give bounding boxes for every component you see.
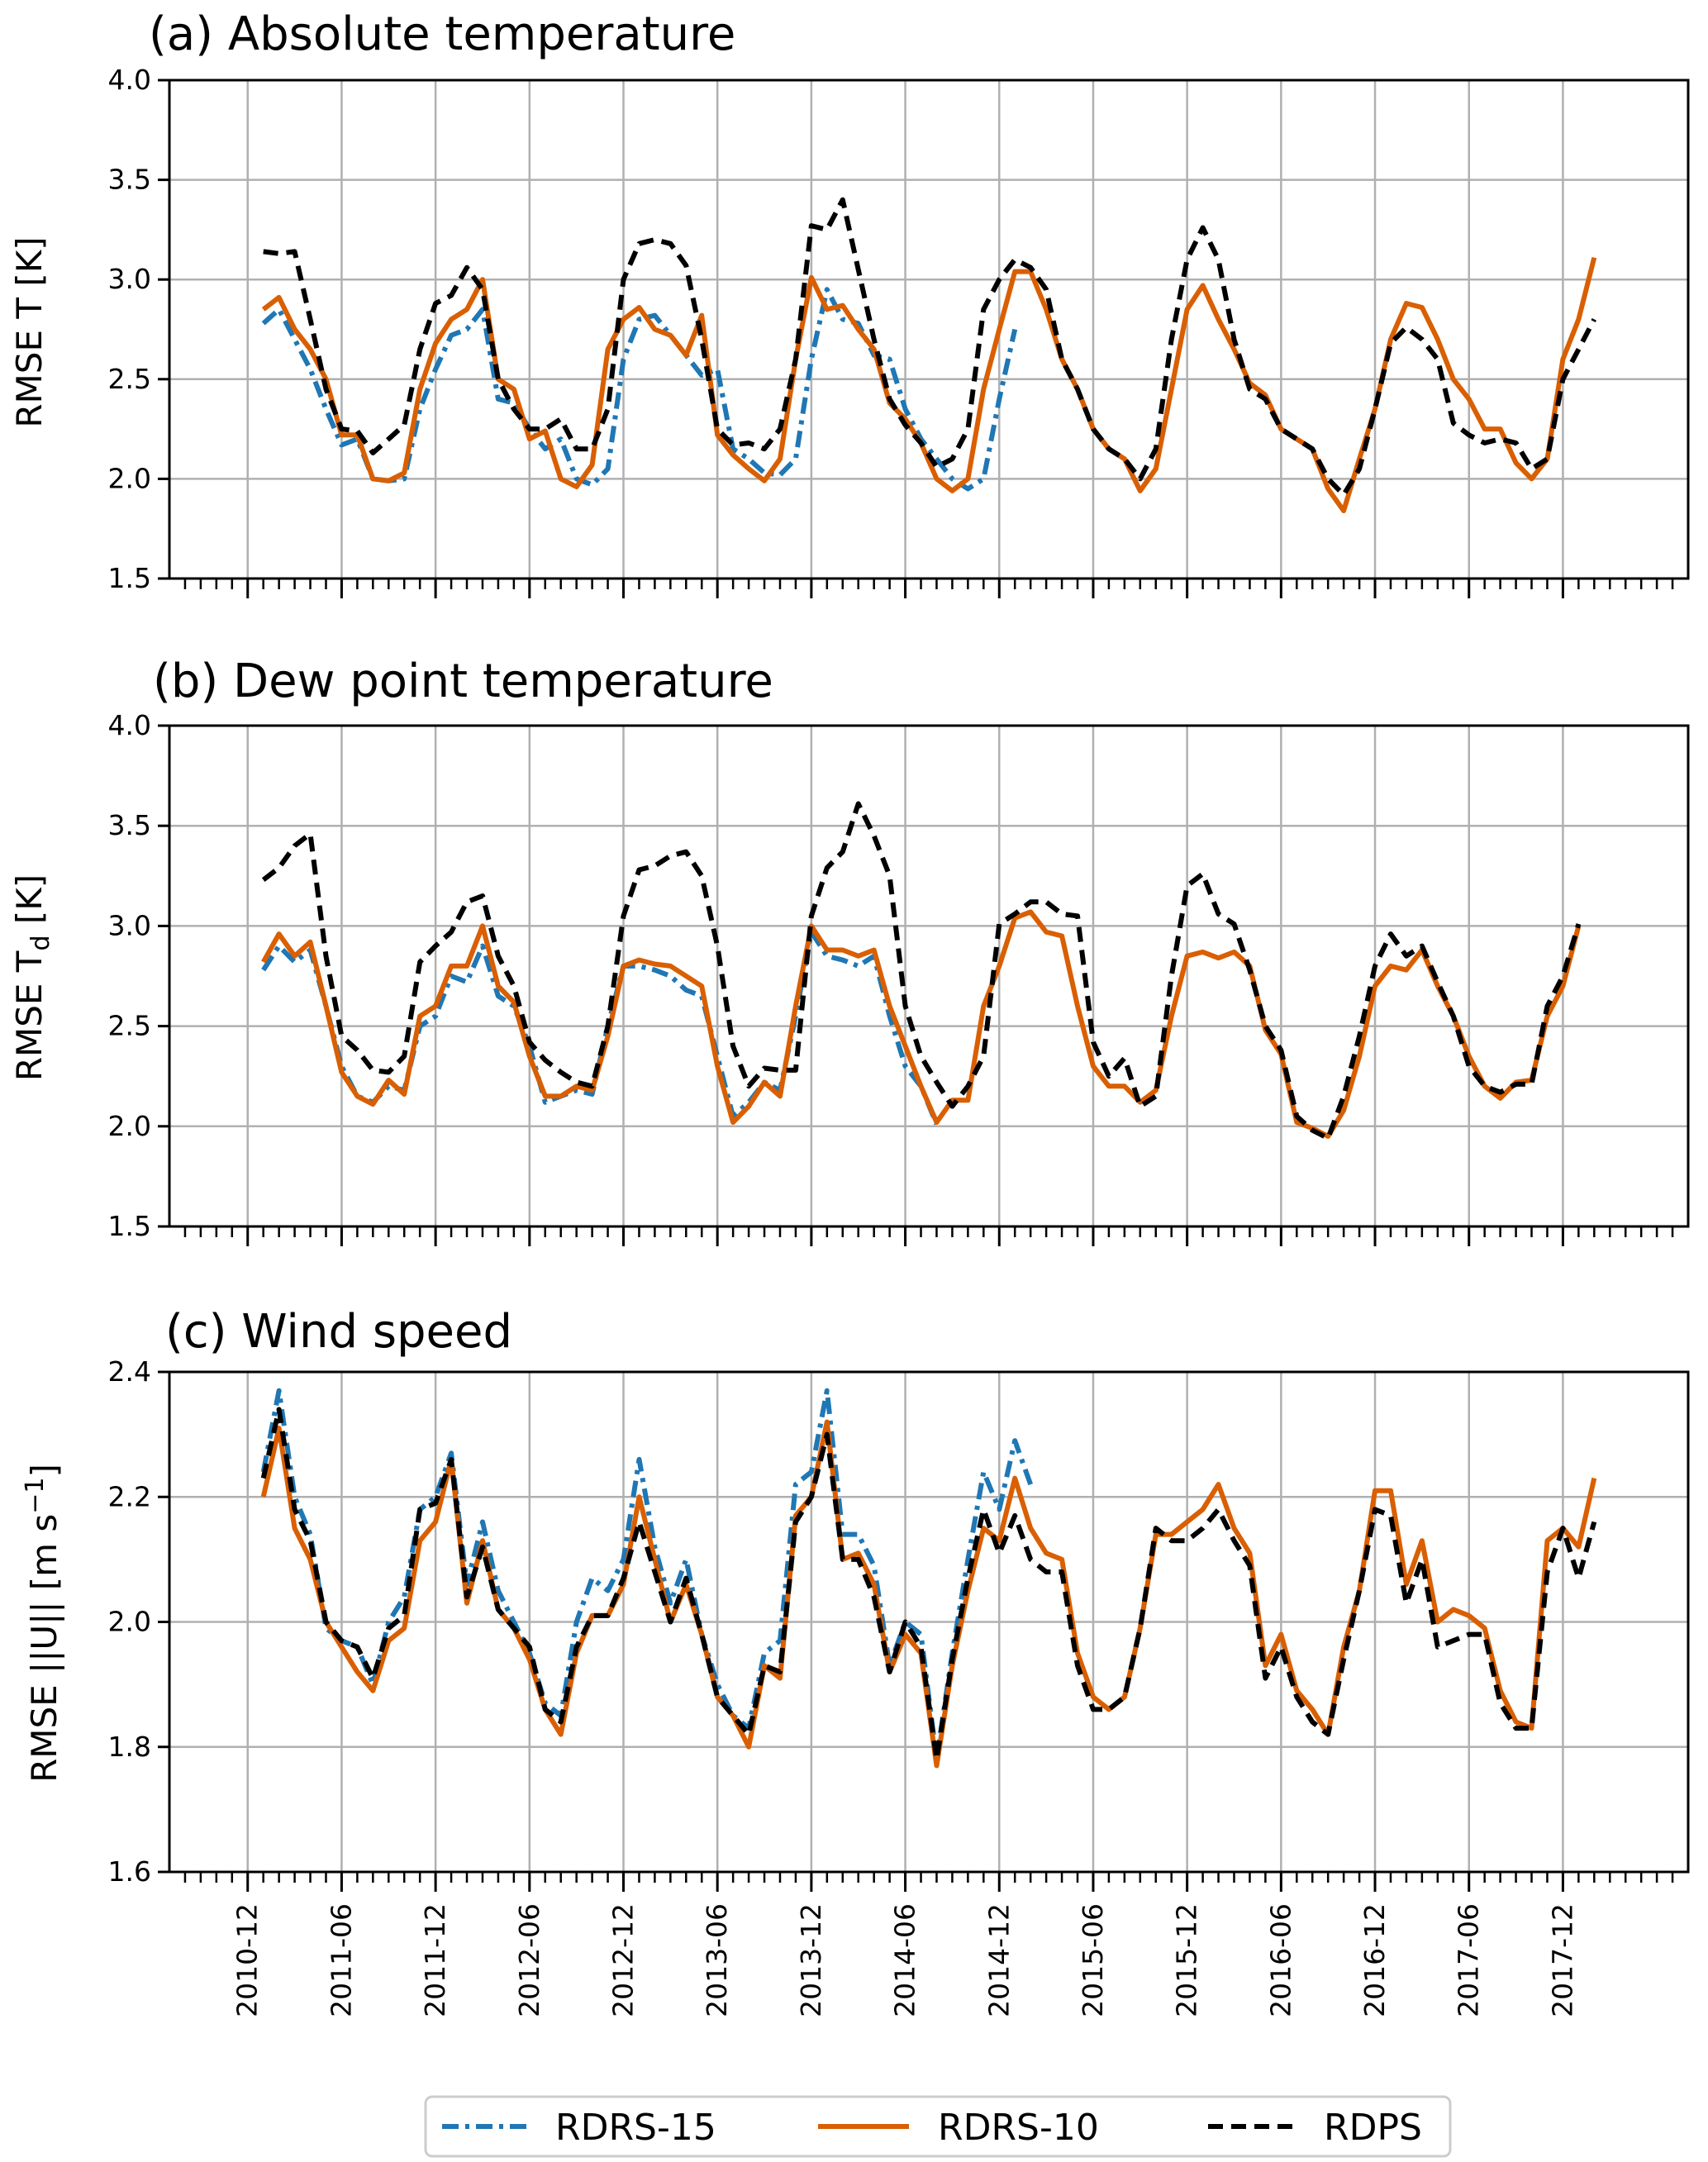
panel-c-ylabel: RMSE ||U|| [m s−1] <box>21 1464 64 1783</box>
xtick-label: 2014-12 <box>982 1903 1015 2017</box>
xtick-label: 2013-06 <box>701 1903 733 2017</box>
xtick-label: 2014-06 <box>889 1903 921 2017</box>
panel-c-frame <box>168 1370 1690 1874</box>
xtick-label: 2012-12 <box>607 1903 640 2017</box>
xtick-label: 2015-06 <box>1077 1903 1109 2017</box>
panel-c-ticks: 1.6 1.8 2.0 2.2 2.4 2010-12 2011-06 2011-12 2012… <box>108 1355 1674 2017</box>
panel-a-ytick-label: 2.0 <box>108 462 151 494</box>
panel-a-series-rdps <box>263 197 1596 498</box>
xtick-label: 2011-12 <box>419 1903 451 2017</box>
panel-c-ylabel-main: RMSE ||U|| [m s <box>24 1514 64 1783</box>
panel-c-ytick-label: 2.0 <box>108 1606 151 1638</box>
panel-b-frame <box>168 724 1690 1228</box>
legend: RDRS-15 RDRS-10 RDPS <box>424 2095 1452 2158</box>
panel-a-frame <box>168 79 1690 580</box>
xtick-label: 2015-12 <box>1171 1903 1203 2017</box>
legend-rdrs15-label: RDRS-15 <box>555 2107 716 2149</box>
xtick-label: 2010-12 <box>231 1903 264 2017</box>
xtick-label: 2012-06 <box>513 1903 545 2017</box>
panel-c-series <box>260 1388 1597 1769</box>
panel-a-series-rdrs-15 <box>261 287 1018 492</box>
panel-a-ytick-label: 2.5 <box>108 363 151 395</box>
panel-b-series <box>261 801 1582 1141</box>
panel-b-series-rdrs-10 <box>261 909 1582 1139</box>
xtick-label: 2011-06 <box>325 1903 357 2017</box>
panel-b-ylabel: RMSE Td [K] <box>9 874 55 1081</box>
panel-b-title: (b) Dew point temperature <box>153 655 773 708</box>
panel-a-ytick-label: 1.5 <box>108 562 151 594</box>
panel-b-ytick-label: 2.0 <box>108 1110 151 1142</box>
panel-b-ytick-label: 3.5 <box>108 809 151 841</box>
legend-box <box>424 2095 1452 2158</box>
panel-c-ytick-label: 2.4 <box>108 1355 151 1388</box>
panel-a-ytick-label: 3.0 <box>108 263 151 295</box>
xtick-label: 2017-12 <box>1546 1903 1578 2017</box>
panel-c-ylabel-sup: −1 <box>21 1477 50 1513</box>
panel-a-ytick-label: 3.5 <box>108 164 151 196</box>
panel-b-series-rdps <box>261 801 1582 1141</box>
panel-absolute-temperature: (a) Absolute temperature RMSE T [K] 1.5 2… <box>9 7 1690 598</box>
panel-b-ytick-label: 2.5 <box>108 1010 151 1042</box>
panel-b-ylabel-sub: d <box>26 936 55 951</box>
panel-c-series-rdrs-10 <box>260 1419 1597 1769</box>
panel-a-series <box>261 197 1597 513</box>
panel-b-grid <box>169 726 1688 1226</box>
panel-c-ytick-label: 2.2 <box>108 1480 151 1512</box>
panel-c-series-rdps <box>260 1407 1597 1762</box>
panel-c-ytick-label: 1.8 <box>108 1731 151 1763</box>
panel-b-ytick-label: 4.0 <box>108 709 151 741</box>
panel-dew-point-temperature: (b) Dew point temperature RMSE Td [K] 1.… <box>9 655 1690 1246</box>
panel-b-ticks: 1.5 2.0 2.5 3.0 3.5 4.0 <box>108 709 1674 1246</box>
panel-c-series-rdrs-15 <box>260 1388 1034 1762</box>
panel-b-ylabel-main: RMSE T <box>9 950 50 1081</box>
panel-c-ylabel-end: ] <box>24 1464 64 1477</box>
panel-c-title: (c) Wind speed <box>165 1305 512 1359</box>
panel-a-ylabel: RMSE T [K] <box>9 236 50 427</box>
panel-a-series-rdrs-10 <box>261 256 1597 513</box>
panel-b-series-rdrs-15 <box>261 929 940 1126</box>
panel-a-ytick-label: 4.0 <box>108 64 151 96</box>
panel-wind-speed: (c) Wind speed RMSE ||U|| [m s−1] 1.6 1.8… <box>21 1305 1690 2017</box>
panel-a-title: (a) Absolute temperature <box>149 7 735 61</box>
panel-a-grid <box>169 80 1688 579</box>
panel-a-ticks: 1.5 2.0 2.5 3.0 3.5 4.0 <box>108 64 1674 598</box>
legend-rdps-label: RDPS <box>1324 2107 1422 2149</box>
xtick-label: 2017-06 <box>1453 1903 1485 2017</box>
legend-rdrs10-label: RDRS-10 <box>938 2107 1099 2149</box>
panel-b-ylabel-unit: [K] <box>9 874 50 936</box>
panel-b-ytick-label: 1.5 <box>108 1210 151 1242</box>
panel-c-ytick-label: 1.6 <box>108 1855 151 1888</box>
panel-b-ytick-label: 3.0 <box>108 909 151 941</box>
xtick-label: 2013-12 <box>795 1903 827 2017</box>
xtick-label: 2016-12 <box>1358 1903 1391 2017</box>
xtick-label: 2016-06 <box>1264 1903 1296 2017</box>
